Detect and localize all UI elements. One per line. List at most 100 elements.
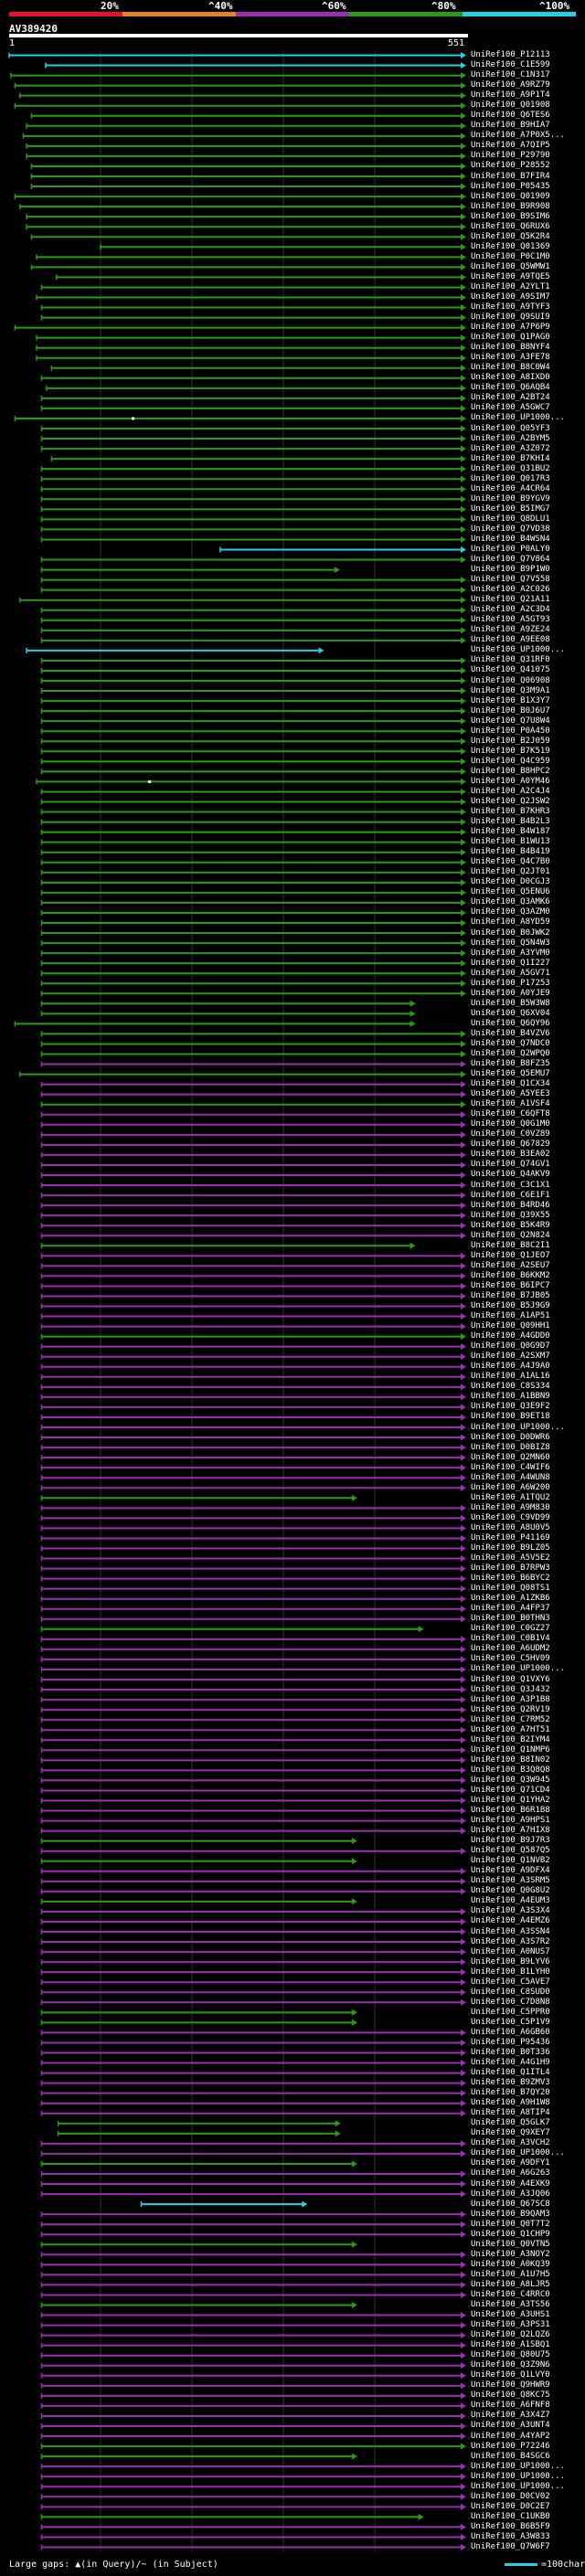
hit-link[interactable]: UniRef100_B8NYF4 (471, 343, 550, 353)
hit-link[interactable]: UniRef100_P0A450 (471, 726, 550, 736)
hit-link[interactable]: UniRef100_A9DFX4 (471, 1866, 550, 1876)
hit-link[interactable]: UniRef100_B8C2I1 (471, 1240, 550, 1250)
hit-link[interactable]: UniRef100_Q0VTN5 (471, 2239, 550, 2249)
hit-link[interactable]: UniRef100_Q1NVB2 (471, 1856, 550, 1866)
hit-link[interactable]: UniRef100_A3UHS1 (471, 2310, 550, 2320)
hit-link[interactable]: UniRef100_P28552 (471, 161, 550, 171)
hit-link[interactable]: UniRef100_B1WU13 (471, 837, 550, 847)
hit-link[interactable]: UniRef100_A4EUM3 (471, 1896, 550, 1906)
hit-link[interactable]: UniRef100_B2J059 (471, 736, 550, 746)
hit-link[interactable]: UniRef100_A3NOY2 (471, 2249, 550, 2259)
hit-link[interactable]: UniRef100_Q67829 (471, 1140, 550, 1150)
hit-link[interactable]: UniRef100_B9HIA7 (471, 121, 550, 131)
hit-link[interactable]: UniRef100_B4VZV6 (471, 1028, 550, 1038)
hit-link[interactable]: UniRef100_A8LJR5 (471, 2279, 550, 2289)
hit-link[interactable]: UniRef100_B1LYH0 (471, 1966, 550, 1977)
hit-link[interactable]: UniRef100_UP1000... (471, 645, 565, 655)
hit-link[interactable]: UniRef100_B1X3Y7 (471, 695, 550, 705)
hit-link[interactable]: UniRef100_Q1PAG0 (471, 333, 550, 343)
hit-link[interactable]: UniRef100_B8HPC2 (471, 766, 550, 776)
hit-link[interactable]: UniRef100_A4CR64 (471, 483, 550, 493)
hit-link[interactable]: UniRef100_A2C3D4 (471, 605, 550, 615)
hit-link[interactable]: UniRef100_Q6XV04 (471, 1008, 550, 1018)
hit-link[interactable]: UniRef100_B6B5F9 (471, 2521, 550, 2531)
hit-link[interactable]: UniRef100_Q08TS1 (471, 1584, 550, 1594)
hit-link[interactable]: UniRef100_A3X4Z7 (471, 2411, 550, 2421)
hit-link[interactable]: UniRef100_Q9HWR9 (471, 2380, 550, 2390)
hit-link[interactable]: UniRef100_A6FNF8 (471, 2401, 550, 2411)
hit-link[interactable]: UniRef100_A4G1H9 (471, 2058, 550, 2068)
hit-link[interactable]: UniRef100_B4SGC6 (471, 2451, 550, 2461)
hit-link[interactable]: UniRef100_B9R908 (471, 201, 550, 211)
hit-link[interactable]: UniRef100_A4EMZ6 (471, 1916, 550, 1926)
hit-link[interactable]: UniRef100_Q3E9F2 (471, 1402, 550, 1412)
hit-link[interactable]: UniRef100_A2BT24 (471, 393, 550, 403)
hit-link[interactable]: UniRef100_Q7W6F7 (471, 2541, 550, 2551)
hit-link[interactable]: UniRef100_UP1000... (471, 2148, 565, 2158)
hit-link[interactable]: UniRef100_A4GDD0 (471, 1331, 550, 1341)
hit-link[interactable]: UniRef100_B4WSN4 (471, 534, 550, 544)
hit-link[interactable]: UniRef100_B0THN3 (471, 1614, 550, 1624)
hit-link[interactable]: UniRef100_A3FE78 (471, 353, 550, 363)
hit-link[interactable]: UniRef100_Q0G1M0 (471, 1119, 550, 1129)
hit-link[interactable]: UniRef100_Q5K2R4 (471, 231, 550, 241)
hit-link[interactable]: UniRef100_C3C1X1 (471, 1180, 550, 1190)
hit-link[interactable]: UniRef100_A7HT51 (471, 1724, 550, 1734)
hit-link[interactable]: UniRef100_Q2JSW2 (471, 797, 550, 806)
hit-link[interactable]: UniRef100_UP1000... (471, 2461, 565, 2471)
hit-link[interactable]: UniRef100_Q7NDC0 (471, 1038, 550, 1048)
hit-link[interactable]: UniRef100_A2C026 (471, 585, 550, 595)
hit-link[interactable]: UniRef100_P17253 (471, 978, 550, 988)
hit-link[interactable]: UniRef100_A0NUS7 (471, 1946, 550, 1956)
hit-link[interactable]: UniRef100_Q01369 (471, 241, 550, 251)
hit-link[interactable]: UniRef100_UP1000... (471, 413, 565, 423)
hit-link[interactable]: UniRef100_A1BBN9 (471, 1392, 550, 1402)
hit-link[interactable]: UniRef100_Q7U8W4 (471, 716, 550, 726)
hit-link[interactable]: UniRef100_D0DWR6 (471, 1432, 550, 1442)
hit-link[interactable]: UniRef100_A4J9A0 (471, 1362, 550, 1372)
hit-link[interactable]: UniRef100_A3VCH2 (471, 2138, 550, 2148)
hit-link[interactable]: UniRef100_Q3J432 (471, 1684, 550, 1694)
hit-link[interactable]: UniRef100_Q6RUX6 (471, 221, 550, 231)
hit-link[interactable]: UniRef100_B9ZMV3 (471, 2078, 550, 2088)
hit-link[interactable]: UniRef100_C8S334 (471, 1382, 550, 1392)
hit-link[interactable]: UniRef100_A3W833 (471, 2531, 550, 2541)
hit-link[interactable]: UniRef100_Q6AQB4 (471, 383, 550, 393)
hit-link[interactable]: UniRef100_Q2WPQ0 (471, 1049, 550, 1058)
hit-link[interactable]: UniRef100_A1SBQ1 (471, 2340, 550, 2350)
hit-link[interactable]: UniRef100_Q01908 (471, 101, 550, 111)
hit-link[interactable]: UniRef100_A8U0V5 (471, 1522, 550, 1532)
hit-link[interactable]: UniRef100_Q3M9A1 (471, 685, 550, 695)
hit-link[interactable]: UniRef100_P95436 (471, 2037, 550, 2047)
hit-link[interactable]: UniRef100_Q7V558 (471, 575, 550, 585)
hit-link[interactable]: UniRef100_A3S3X4 (471, 1906, 550, 1916)
hit-link[interactable]: UniRef100_Q1YHA2 (471, 1795, 550, 1805)
hit-link[interactable]: UniRef100_A5YEE3 (471, 1089, 550, 1099)
hit-link[interactable]: UniRef100_C4RRC0 (471, 2289, 550, 2299)
hit-link[interactable]: UniRef100_A5GWC7 (471, 403, 550, 413)
hit-link[interactable]: UniRef100_B9YGV9 (471, 493, 550, 504)
hit-link[interactable]: UniRef100_Q1NMP6 (471, 1744, 550, 1754)
hit-link[interactable]: UniRef100_C1UKB0 (471, 2511, 550, 2521)
hit-link[interactable]: UniRef100_Q31RF0 (471, 655, 550, 665)
hit-link[interactable]: UniRef100_B3EA02 (471, 1150, 550, 1160)
hit-link[interactable]: UniRef100_A4WUN8 (471, 1472, 550, 1482)
hit-link[interactable]: UniRef100_A1VSF4 (471, 1099, 550, 1109)
hit-link[interactable]: UniRef100_A9M830 (471, 1502, 550, 1512)
hit-link[interactable]: UniRef100_Q8KC75 (471, 2390, 550, 2401)
hit-link[interactable]: UniRef100_B2IYM4 (471, 1734, 550, 1744)
hit-link[interactable]: UniRef100_B0JWK2 (471, 928, 550, 938)
hit-link[interactable]: UniRef100_B7JB05 (471, 1290, 550, 1300)
hit-link[interactable]: UniRef100_B6BYC2 (471, 1574, 550, 1584)
hit-link[interactable]: UniRef100_C1N317 (471, 70, 550, 80)
hit-link[interactable]: UniRef100_Q1CX34 (471, 1079, 550, 1089)
hit-link[interactable]: UniRef100_B7FIR4 (471, 171, 550, 181)
hit-link[interactable]: UniRef100_A9TYF3 (471, 302, 550, 313)
hit-link[interactable]: UniRef100_Q2MN60 (471, 1452, 550, 1462)
hit-link[interactable]: UniRef100_Q3W945 (471, 1775, 550, 1785)
hit-link[interactable]: UniRef100_B4B2L3 (471, 817, 550, 827)
hit-link[interactable]: UniRef100_B7RPW3 (471, 1564, 550, 1574)
hit-link[interactable]: UniRef100_B7QY20 (471, 2088, 550, 2098)
hit-link[interactable]: UniRef100_P05435 (471, 181, 550, 191)
hit-link[interactable]: UniRef100_C5AVE7 (471, 1977, 550, 1987)
